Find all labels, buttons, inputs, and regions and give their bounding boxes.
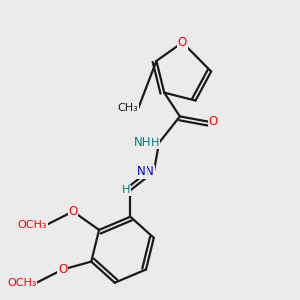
Text: OCH₃: OCH₃ <box>7 278 37 288</box>
Text: CH₃: CH₃ <box>117 103 138 113</box>
Text: OCH₃: OCH₃ <box>17 220 47 230</box>
Text: N: N <box>137 165 146 178</box>
Text: O: O <box>208 115 218 128</box>
Text: O: O <box>68 205 78 218</box>
Text: O: O <box>178 36 187 49</box>
Text: H: H <box>151 138 159 148</box>
Text: H: H <box>122 185 130 195</box>
Text: NH: NH <box>134 136 151 149</box>
Text: O: O <box>58 263 67 276</box>
Text: N: N <box>145 165 154 178</box>
